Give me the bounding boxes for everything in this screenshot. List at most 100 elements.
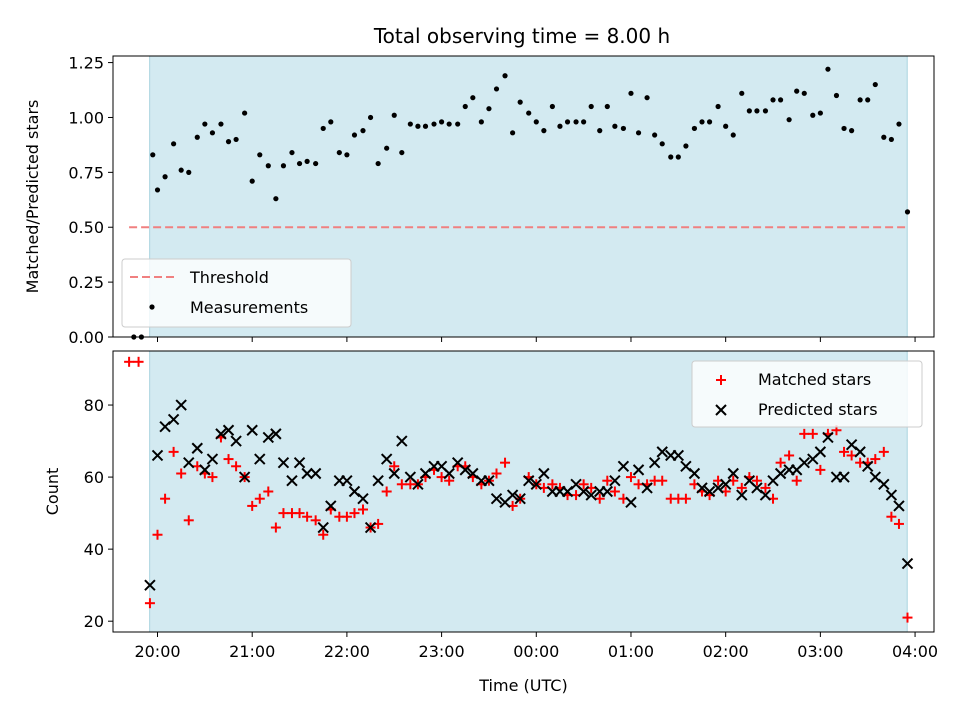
matched-star-point (133, 356, 144, 367)
measurement-point (242, 110, 248, 116)
matched-star-point (491, 468, 502, 479)
predicted-star-point (490, 492, 503, 505)
matched-star-point (784, 450, 795, 461)
measurement-points (131, 66, 911, 340)
top-y-ticks: 0.00 0.25 0.50 0.75 1.00 1.25 (68, 54, 113, 347)
matched-star-point (760, 482, 771, 493)
bottom-y-tick-label: 20 (84, 612, 104, 631)
measurement-point (367, 114, 374, 121)
measurement-point (573, 119, 579, 125)
measurement-point (304, 158, 310, 164)
matched-star-point (878, 446, 889, 457)
measurement-point (320, 125, 326, 132)
measurement-point (171, 141, 177, 147)
measurement-point (841, 125, 847, 132)
predicted-star-point (885, 489, 898, 501)
predicted-star-point (648, 456, 661, 469)
top-y-axis-label: Matched/Predicted stars (23, 100, 42, 294)
measurement-point (336, 149, 342, 156)
predicted-star-point (901, 557, 914, 570)
x-tick-label: 00:00 (513, 642, 559, 661)
measurement-point (391, 112, 397, 118)
measurement-point (470, 95, 476, 101)
measurement-point (604, 103, 610, 110)
predicted-star-point (625, 496, 637, 509)
predicted-star-point (759, 489, 772, 501)
predicted-star-point (215, 428, 227, 440)
bottom-axes-frame (112, 350, 935, 633)
predicted-star-point (727, 467, 739, 480)
matched-star-point (815, 464, 826, 475)
predicted-star-point (325, 500, 337, 512)
predicted-star-point (396, 435, 408, 447)
matched-star-point (870, 454, 881, 465)
predicted-star-point (254, 453, 266, 465)
predicted-star-point (191, 442, 203, 454)
measurement-point (825, 66, 831, 72)
predicted-star-point (632, 464, 645, 476)
x-tick-label: 22:00 (324, 642, 370, 661)
measurement-point (644, 95, 650, 101)
matched-star-point (609, 486, 620, 497)
predicted-star-point (798, 456, 810, 469)
measurement-point (257, 152, 263, 158)
bottom-y-tick-label: 80 (84, 396, 104, 415)
bottom-panel: 20 40 60 80 20:00 21:00 22:00 23:00 00:00 01:00 0… (43, 350, 938, 695)
measurement-point (202, 121, 208, 127)
predicted-star-point (270, 428, 282, 440)
matched-star-point (775, 457, 786, 468)
predicted-star-point (672, 449, 685, 462)
matched-star-point (791, 475, 802, 486)
matched-star-point (144, 598, 155, 609)
predicted-star-point (577, 485, 590, 498)
predicted-star-point (309, 467, 322, 480)
measurement-point (486, 106, 492, 112)
measurement-point (407, 121, 413, 127)
predicted-star-point (878, 478, 890, 491)
matched-star-point (846, 450, 857, 461)
top-legend: Threshold Measurements (121, 258, 352, 328)
measurement-point (344, 152, 350, 158)
bottom-x-ticks: 20:00 21:00 22:00 23:00 00:00 01:00 02:00 03:00… (134, 632, 938, 661)
measurement-point (280, 163, 287, 169)
measurement-point (652, 132, 658, 138)
measurement-point (754, 108, 760, 114)
measurement-point (770, 97, 776, 103)
x-tick-label: 04:00 (892, 642, 938, 661)
predicted-star-point (262, 431, 275, 444)
predicted-star-point (641, 482, 653, 494)
predicted-star-point (459, 464, 471, 476)
measurement-point (533, 119, 539, 125)
predicted-star-point (206, 453, 219, 465)
predicted-star-point (372, 474, 384, 487)
matched-star-point (270, 522, 281, 533)
predicted-star-point (688, 467, 701, 480)
predicted-star-point (144, 579, 156, 591)
measurement-point (493, 86, 500, 92)
measurement-point (659, 141, 665, 147)
predicted-star-point (838, 471, 850, 483)
measurement-point (455, 121, 461, 127)
measurement-point (154, 187, 161, 193)
matched-star-point (736, 482, 747, 493)
measurement-point (801, 90, 807, 96)
matched-star-point (263, 486, 274, 497)
legend-threshold-label: Threshold (189, 268, 269, 287)
legend-matched-swatch (716, 375, 726, 385)
predicted-star-point (483, 474, 495, 487)
matched-star-point (839, 446, 850, 457)
measurement-point (150, 152, 156, 158)
measurement-point (517, 99, 523, 105)
matched-star-point (886, 511, 897, 522)
matched-star-point (247, 500, 258, 511)
top-x-ticks (157, 337, 916, 342)
matched-star-point (799, 428, 810, 439)
measurement-point (628, 90, 634, 96)
predicted-star-point (388, 467, 400, 480)
legend-predicted-swatch (715, 404, 727, 416)
measurement-point (541, 128, 547, 134)
predicted-star-point (719, 478, 732, 491)
matched-star-point (657, 475, 668, 486)
predicted-star-point (286, 474, 298, 487)
measurement-point (849, 128, 855, 134)
